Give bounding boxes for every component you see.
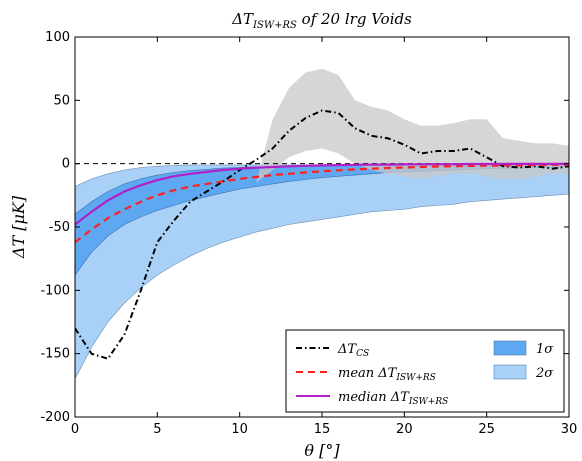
legend-label: mean ΔTISW+RS xyxy=(338,366,436,383)
legend-label: ΔTCS xyxy=(337,342,369,359)
y-tick-label: -100 xyxy=(40,283,70,298)
x-axis-label: θ [°] xyxy=(304,441,340,460)
y-tick-label: 100 xyxy=(45,30,70,45)
series-line-mean-ΔT_ISW+RS xyxy=(75,163,569,244)
chart-title: ΔTISW+RS of 20 lrg Voids xyxy=(231,10,412,31)
band-2σ xyxy=(75,164,569,380)
y-axis: -200 -150 -100 -50 0 50 100 xyxy=(40,30,569,425)
y-tick-label: -200 xyxy=(40,410,70,425)
plot-area xyxy=(75,68,569,417)
lines-layer xyxy=(75,109,569,360)
x-tick-label: 30 xyxy=(561,422,578,437)
y-tick-label: 50 xyxy=(53,93,70,108)
band-cs-range xyxy=(75,68,569,417)
legend-label: 1σ xyxy=(536,342,554,357)
x-tick-label: 10 xyxy=(231,422,248,437)
legend-label: median ΔTISW+RS xyxy=(338,390,448,407)
legend: ΔTCS mean ΔTISW+RS median ΔTISW+RS 1σ 2σ xyxy=(285,329,565,413)
x-tick-label: 0 xyxy=(71,422,79,437)
y-tick-label: -150 xyxy=(40,347,70,362)
x-tick-label: 20 xyxy=(396,422,413,437)
x-tick-label: 15 xyxy=(314,422,331,437)
y-tick-label: -50 xyxy=(49,220,70,235)
y-tick-label: 0 xyxy=(62,157,70,172)
series-line-ΔT_CS xyxy=(75,109,569,360)
series-line-median-ΔT_ISW+RS xyxy=(75,162,569,226)
legend-swatch xyxy=(493,364,527,380)
legend-swatch xyxy=(493,340,527,356)
y-axis-label: ΔT [μK] xyxy=(9,195,28,259)
x-tick-label: 5 xyxy=(153,422,161,437)
x-axis: 0 5 10 15 20 25 30 xyxy=(71,37,577,437)
x-tick-label: 25 xyxy=(478,422,495,437)
legend-label: 2σ xyxy=(535,366,554,381)
